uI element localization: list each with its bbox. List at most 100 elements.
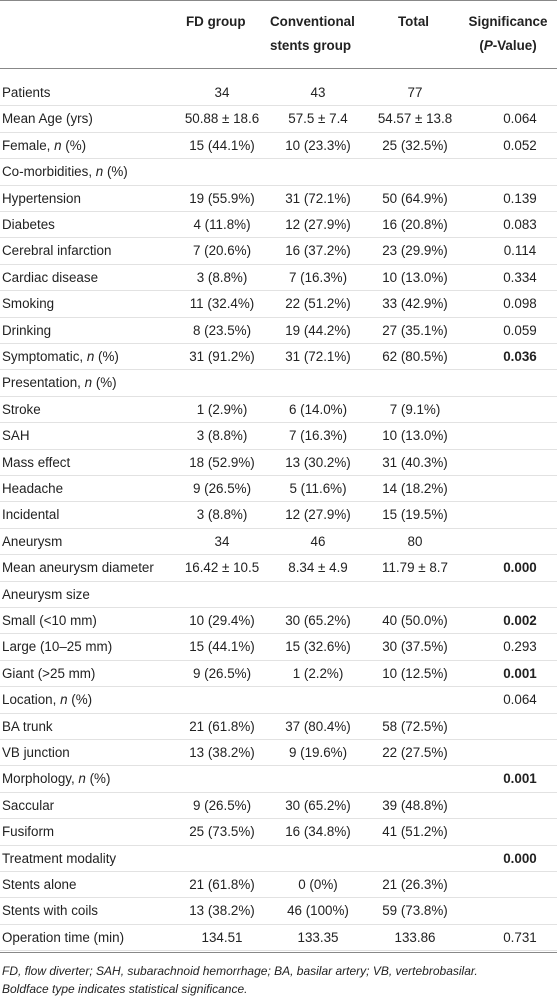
row-label: Small (<10 mm) [2,613,97,628]
row-label: SAH [2,428,30,444]
value-cell: 13 (30.2%) [285,454,351,470]
value-cell: 19 (55.9%) [189,190,255,206]
value-cell: 50 (64.9%) [382,190,448,206]
value-cell: 0.000 [503,850,537,866]
value-cell: 8 (23.5%) [192,322,252,338]
value-cell: 13 (38.2%) [189,903,255,919]
table-row: Large (10–25 mm) 15 (44.1%) 15 (32.6%) 30 (… [0,634,557,661]
table-row: Aneurysm 34 46 80 [0,529,557,556]
value-cell: 0.036 [503,349,537,364]
table-row: Stroke 1 (2.9%) 6 (14.0%) 7 (9.1%) [0,397,557,424]
value-cell: 21 (61.8%) [189,877,255,892]
value-cell: 18 (52.9%) [189,454,255,470]
value-cell: 0.064 [503,111,537,127]
value-cell: 10 (29.4%) [189,613,255,628]
value-cell: 19 (44.2%) [285,322,351,338]
value-cell: 14 (18.2%) [382,481,448,496]
row-label: BA trunk [2,718,53,734]
table-row: Headache 9 (26.5%) 5 (11.6%) 14 (18.2%) [0,476,557,503]
row-label: VB junction [2,745,70,760]
header-cell: Conventional stents group [270,14,355,53]
value-cell: 15 (44.1%) [189,639,255,655]
value-cell: 0.002 [503,613,537,628]
value-cell: 0.000 [503,560,537,576]
row-label: Location, n (%) [2,692,93,708]
row-label: Presentation, n (%) [2,375,117,391]
value-cell: 13 (38.2%) [189,745,255,760]
value-cell: 0.293 [503,639,537,655]
value-cell: 8.34 ± 4.9 [288,560,348,576]
row-label: Female, n (%) [2,137,87,153]
value-cell: 22 (27.5%) [382,745,448,760]
value-cell: 3 (8.8%) [196,507,248,523]
value-cell: 54.57 ± 13.8 [377,111,453,127]
table-row: Mean aneurysm diameter 16.42 ± 10.5 8.34 ±… [0,555,557,582]
table-row: Mean Age (yrs) 50.88 ± 18.6 57.5 ± 7.4 54.5… [0,106,557,133]
table-row: Diabetes 4 (11.8%) 12 (27.9%) 16 (20.8%) 0.0… [0,212,557,239]
value-cell: 34 [214,533,230,549]
value-cell: 12 (27.9%) [285,217,351,232]
value-cell: 11 (32.4%) [189,296,255,312]
table-row: Mass effect 18 (52.9%) 13 (30.2%) 31 (40.3%… [0,450,557,476]
value-cell: 0.139 [503,190,537,206]
row-label: Fusiform [2,824,55,840]
value-cell: 134.51 [201,929,243,945]
table-row: Aneurysm size [0,582,557,608]
row-label: Saccular [2,797,55,813]
value-cell: 0.059 [503,322,537,338]
value-cell: 0.052 [503,137,537,153]
value-cell: 1 (2.9%) [196,401,248,417]
row-label: Stents alone [2,877,77,892]
table-row: Symptomatic, n (%) 31 (91.2%) 31 (72.1%) 62… [0,344,557,371]
top-rule [0,0,557,1]
value-cell: 31 (40.3%) [382,454,448,470]
value-cell: 21 (26.3%) [382,877,448,892]
value-cell: 16.42 ± 10.5 [184,560,260,576]
row-label: Giant (>25 mm) [2,665,96,681]
table-row: Stents with coils 13 (38.2%) 46 (100%) 59 (… [0,898,557,925]
value-cell: 5 (11.6%) [289,481,347,496]
table-row: BA trunk 21 (61.8%) 37 (80.4%) 58 (72.5%) [0,714,557,740]
row-label: Operation time (min) [2,929,125,945]
value-cell: 0.334 [503,269,537,285]
value-cell: 0.098 [503,296,537,312]
table-row: Presentation, n (%) [0,370,557,397]
table-row: Location, n (%) 0.064 [0,687,557,714]
value-cell: 16 (34.8%) [285,824,351,840]
value-cell: 22 (51.2%) [285,296,351,312]
value-cell: 30 (65.2%) [285,797,351,813]
value-cell: 15 (19.5%) [382,507,448,523]
value-cell: 23 (29.9%) [382,243,448,259]
value-cell: 0.064 [503,692,537,708]
row-label: Stroke [2,401,41,417]
value-cell: 3 (8.8%) [196,428,248,444]
row-label: Aneurysm [2,533,63,549]
row-label: Incidental [2,507,60,523]
value-cell: 7 (16.3%) [288,269,348,285]
value-cell: 10 (12.5%) [382,665,448,681]
row-label: Headache [2,481,64,496]
value-cell: 59 (73.8%) [382,903,448,919]
value-cell: 3 (8.8%) [196,269,248,285]
value-cell: 30 (65.2%) [285,613,351,628]
value-cell: 80 [407,533,423,549]
row-label: Symptomatic, n (%) [2,349,119,364]
row-label: Morphology, n (%) [2,771,111,787]
value-cell: 46 (100%) [287,903,349,919]
row-label: Smoking [2,296,55,312]
table-row: VB junction 13 (38.2%) 9 (19.6%) 22 (27.5%) [0,740,557,767]
value-cell: 9 (26.5%) [192,797,252,813]
table-row: Cerebral infarction 7 (20.6%) 16 (37.2%) 23… [0,238,557,265]
value-cell: 0.001 [503,771,537,787]
value-cell: 9 (26.5%) [192,665,252,681]
table-row: Small (<10 mm) 10 (29.4%) 30 (65.2%) 40 (50… [0,608,557,635]
row-label: Mean Age (yrs) [2,111,93,127]
footnote: FD, flow diverter; SAH, subarachnoid hem… [2,964,478,978]
row-label: Co-morbidities, n (%) [2,164,128,180]
value-cell: 41 (51.2%) [382,824,448,840]
table-row: Hypertension 19 (55.9%) 31 (72.1%) 50 (64.9… [0,186,557,212]
row-label: Large (10–25 mm) [2,639,113,655]
value-cell: 6 (14.0%) [288,401,348,417]
header-rule [0,68,557,69]
